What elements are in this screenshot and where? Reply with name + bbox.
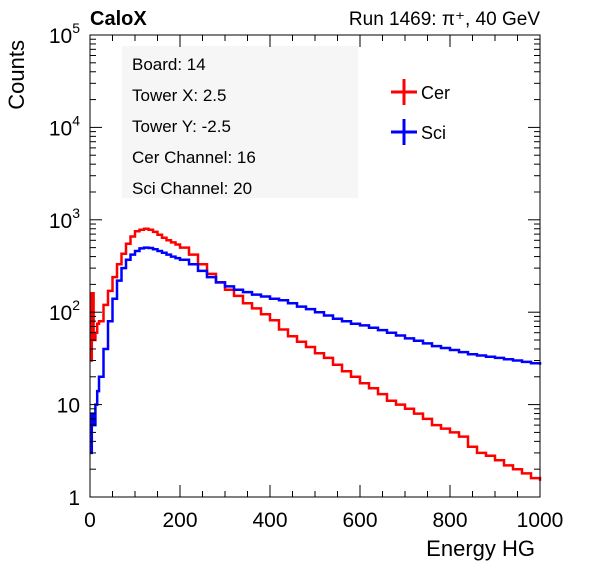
y-tick-label: 10: [57, 395, 80, 418]
info-box-lines: Board: 14 Tower X: 2.5 Tower Y: -2.5 Cer Ch…: [132, 55, 256, 198]
y-axis: 1 10 102 103 104 105: [49, 20, 540, 510]
series-layer: [90, 227, 542, 481]
y-axis-title: Counts: [4, 40, 29, 110]
x-axis-title: Energy HG: [426, 536, 535, 561]
legend-entry-cer: Cer: [391, 79, 450, 105]
legend-label: Sci: [421, 123, 446, 143]
info-line: Sci Channel: 20: [132, 179, 252, 198]
x-tick-label: 800: [432, 509, 467, 532]
info-line: Tower Y: -2.5: [132, 117, 231, 136]
x-tick-label: 1000: [517, 509, 564, 532]
x-tick-label: 400: [252, 509, 287, 532]
info-line: Tower X: 2.5: [132, 86, 227, 105]
series-cer-line: [90, 227, 542, 481]
legend-entry-sci: Sci: [391, 119, 446, 145]
y-tick-label: 104: [49, 112, 80, 140]
info-box: [122, 46, 358, 198]
series-sci-line: [90, 246, 542, 455]
info-line: Cer Channel: 16: [132, 148, 256, 167]
legend-label: Cer: [421, 83, 450, 103]
legend: Cer Sci: [391, 79, 450, 145]
x-axis: 0 200 400 600 800 1000: [84, 35, 563, 532]
run-label: Run 1469: π⁺, 40 GeV: [349, 9, 540, 30]
x-tick-label: 600: [342, 509, 377, 532]
experiment-label: CaloX: [90, 8, 147, 30]
x-tick-label: 0: [84, 509, 96, 532]
y-tick-label: 105: [49, 20, 80, 48]
y-tick-label: 102: [49, 297, 80, 325]
x-tick-label: 200: [162, 509, 197, 532]
y-tick-label: 103: [49, 205, 80, 233]
info-line: Board: 14: [132, 55, 206, 74]
y-tick-label: 1: [68, 487, 80, 510]
